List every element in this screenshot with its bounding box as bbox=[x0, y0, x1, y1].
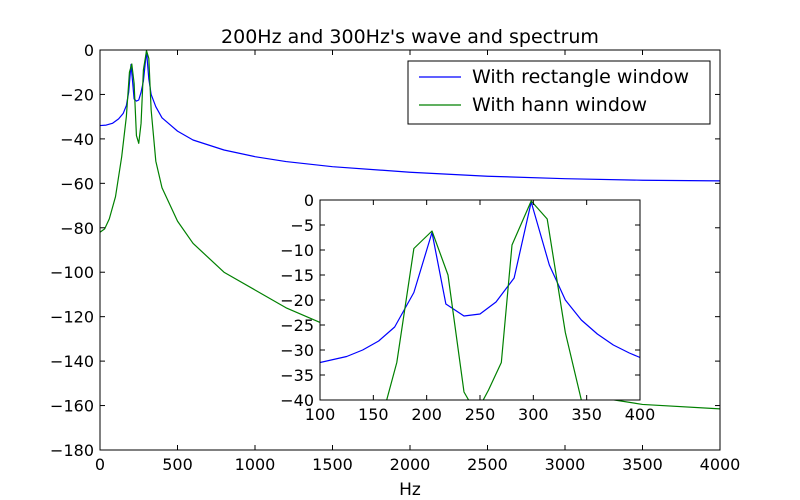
main-x-tick-label: 0 bbox=[95, 455, 105, 474]
inset-y-tick-label: −20 bbox=[280, 291, 314, 310]
inset-y-tick-label: −40 bbox=[280, 391, 314, 410]
inset-x-tick-label: 350 bbox=[571, 405, 602, 424]
main-x-tick-label: 1500 bbox=[312, 455, 353, 474]
main-x-tick-label: 500 bbox=[162, 455, 193, 474]
main-y-tick-label: −100 bbox=[50, 263, 94, 282]
inset-plot-area bbox=[320, 200, 640, 400]
x-axis-label: Hz bbox=[399, 480, 421, 500]
inset-y-tick-label: −5 bbox=[290, 216, 314, 235]
inset-y-tick-label: −15 bbox=[280, 266, 314, 285]
main-y-tick-label: −140 bbox=[50, 352, 94, 371]
main-x-tick-label: 2500 bbox=[467, 455, 508, 474]
inset-x-tick-label: 250 bbox=[465, 405, 496, 424]
main-y-tick-label: −120 bbox=[50, 308, 94, 327]
chart-title: 200Hz and 300Hz's wave and spectrum bbox=[221, 26, 599, 48]
main-y-tick-label: 0 bbox=[84, 41, 94, 60]
main-y-tick-label: −80 bbox=[60, 219, 94, 238]
inset-y-tick-label: −35 bbox=[280, 366, 314, 385]
main-y-tick-label: −160 bbox=[50, 397, 94, 416]
main-y-tick-label: −40 bbox=[60, 130, 94, 149]
inset-x-tick-label: 150 bbox=[358, 405, 389, 424]
legend-label-rectangle: With rectangle window bbox=[472, 66, 689, 88]
legend: With rectangle window With hann window bbox=[407, 60, 711, 125]
inset-series-line-0 bbox=[320, 201, 640, 364]
inset-y-tick-label: 0 bbox=[304, 191, 314, 210]
main-y-tick-label: −60 bbox=[60, 174, 94, 193]
main-x-tick-label: 3000 bbox=[545, 455, 586, 474]
inset-x-tick-label: 300 bbox=[518, 405, 549, 424]
inset-x-tick-label: 400 bbox=[625, 405, 656, 424]
inset-y-tick-label: −10 bbox=[280, 241, 314, 260]
inset-series-line-1 bbox=[386, 200, 582, 400]
inset-y-tick-label: −30 bbox=[280, 341, 314, 360]
main-x-tick-label: 2000 bbox=[390, 455, 431, 474]
main-x-tick-label: 3500 bbox=[622, 455, 663, 474]
legend-label-hann: With hann window bbox=[472, 94, 647, 116]
main-y-tick-label: −20 bbox=[60, 85, 94, 104]
main-series-line-0 bbox=[100, 50, 720, 182]
main-y-tick-label: −180 bbox=[50, 441, 94, 460]
inset-x-tick-label: 100 bbox=[305, 405, 336, 424]
main-x-tick-label: 4000 bbox=[700, 455, 741, 474]
inset-y-tick-label: −25 bbox=[280, 316, 314, 335]
inset-x-tick-label: 200 bbox=[411, 405, 442, 424]
legend-box bbox=[407, 60, 711, 125]
main-x-tick-label: 1000 bbox=[235, 455, 276, 474]
